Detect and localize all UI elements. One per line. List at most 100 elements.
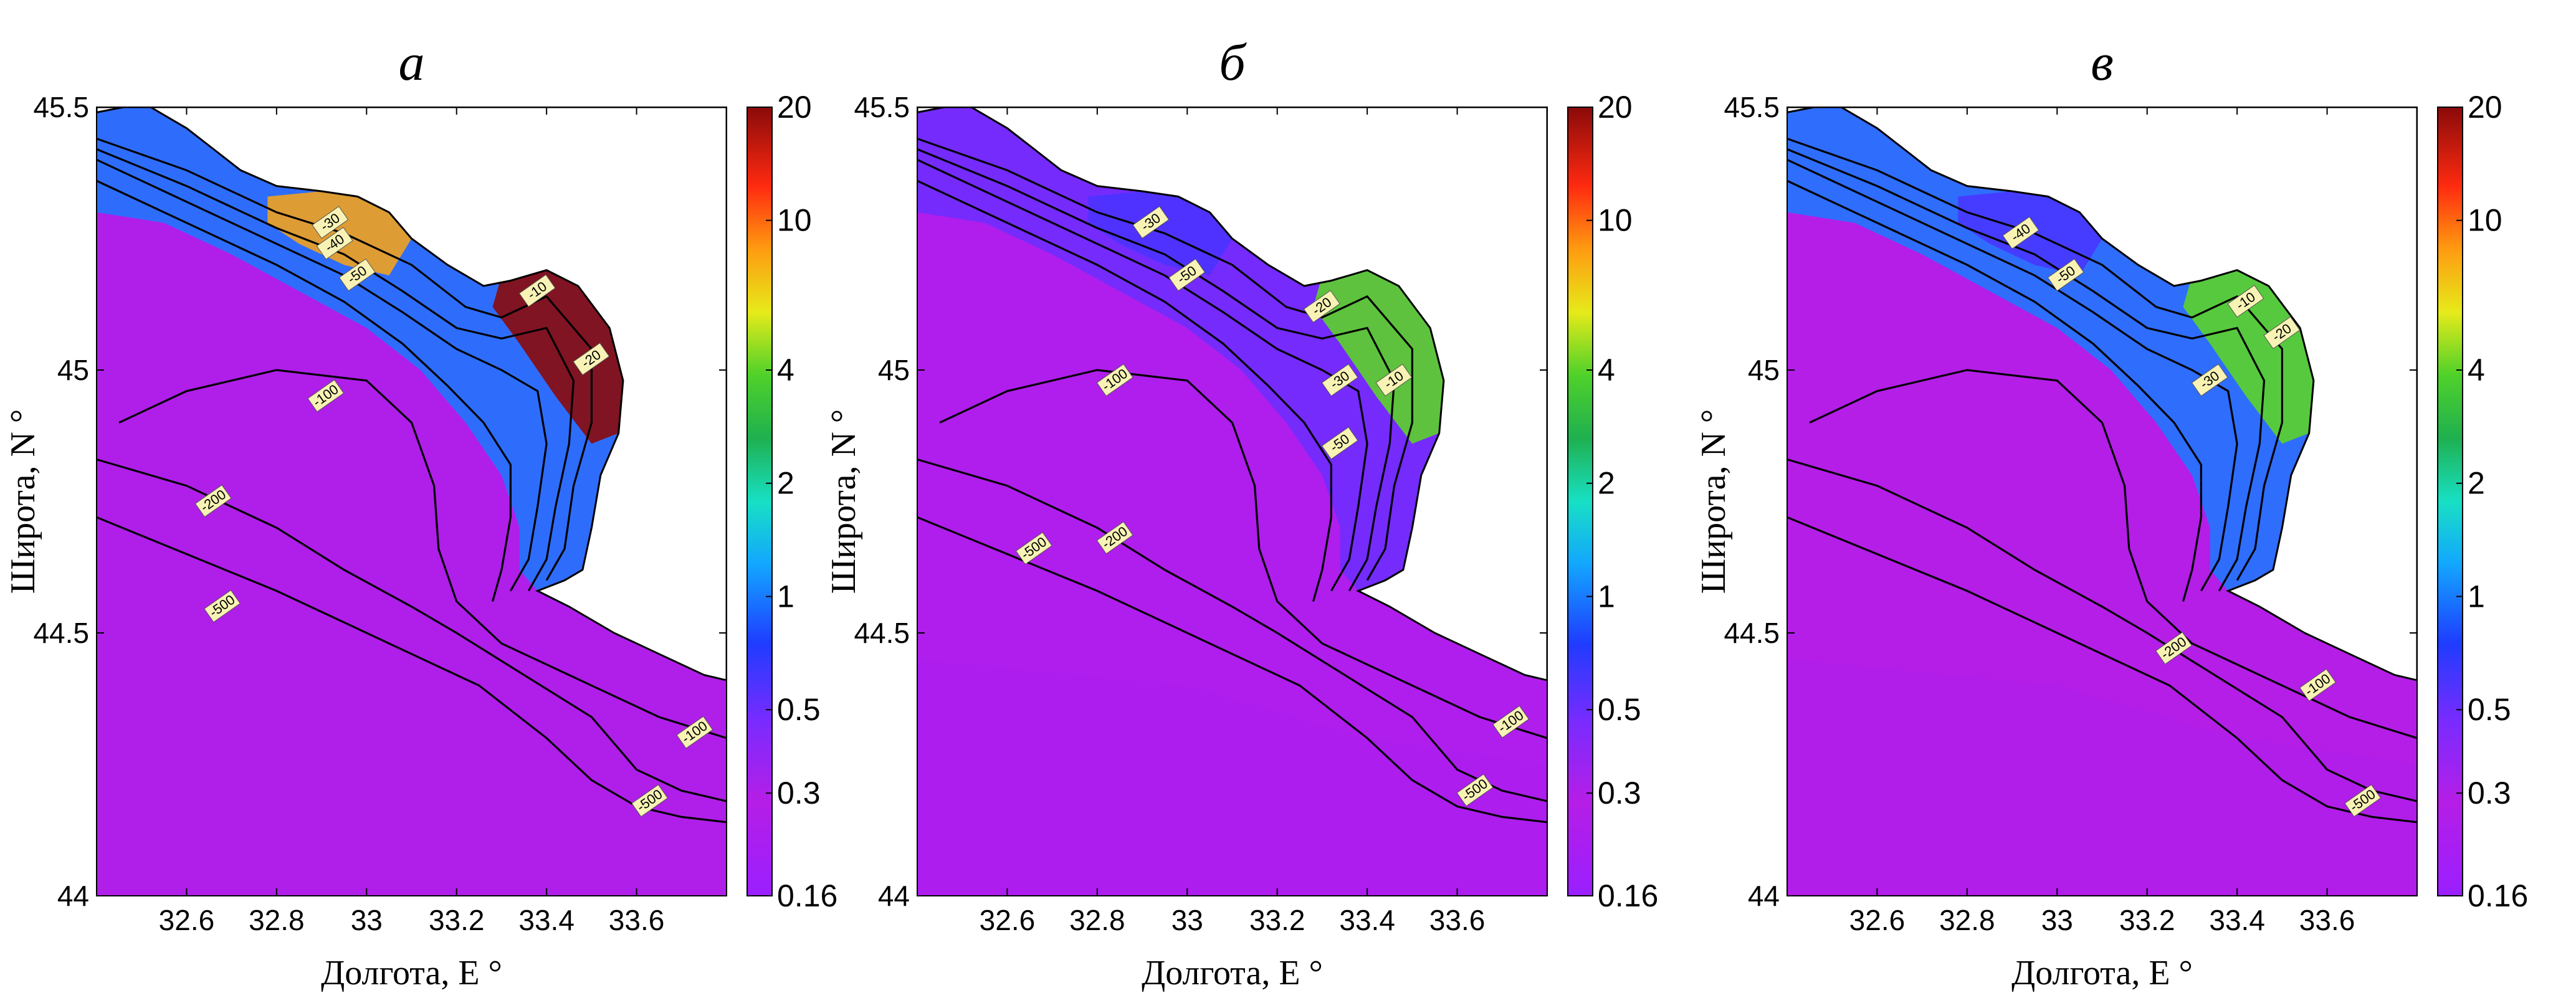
isobath-c50	[97, 179, 512, 602]
x-tick-label: 33.2	[2119, 904, 2175, 936]
shelf-patch-west	[1088, 191, 1233, 276]
contour-label-box	[307, 379, 345, 412]
colorbar-tick-label: 2	[2468, 466, 2485, 501]
contour-label-box	[2047, 259, 2084, 292]
colorbar	[2437, 107, 2463, 896]
colorbar-tick-label: 2	[1598, 466, 1615, 501]
x-tick-label: 32.8	[249, 904, 305, 936]
y-tick-label: 44.5	[33, 617, 89, 649]
shelf-patch-east	[1313, 270, 1444, 444]
isobath-c200	[97, 458, 727, 802]
x-tick-label: 33.2	[429, 904, 485, 936]
x-axis-label: Долгота, E °	[321, 954, 502, 992]
isobath-c20	[917, 148, 1396, 592]
isobath-c100	[1809, 369, 2417, 739]
colorbar-tick-label: 1	[1598, 579, 1615, 614]
colorbar-tick-label: 0.16	[777, 878, 837, 913]
contour-label-box	[1375, 363, 1413, 397]
isobath-c500	[97, 516, 727, 824]
colorbar-tick-label: 0.3	[777, 776, 821, 810]
plot-frame	[917, 107, 1548, 896]
isobath-c200	[917, 458, 1547, 802]
isobath-c10	[97, 138, 593, 581]
isobath-c50	[1787, 179, 2202, 602]
colorbar-tick-label: 20	[1598, 90, 1633, 125]
y-tick-label: 44	[57, 880, 89, 912]
y-tick-label: 45.5	[1724, 91, 1780, 123]
contour-label-box	[338, 259, 376, 292]
contour-label-box	[1303, 290, 1340, 323]
coastal-band	[97, 107, 623, 591]
contour-label-box	[1015, 531, 1052, 565]
isobath-c500	[1787, 516, 2417, 824]
x-tick-label: 33.4	[2209, 904, 2265, 936]
y-tick-label: 45	[878, 354, 910, 386]
x-tick-label: 33	[351, 904, 383, 936]
x-tick-label: 32.6	[980, 904, 1036, 936]
y-tick-label: 45.5	[33, 91, 89, 123]
x-tick-label: 33.6	[609, 904, 665, 936]
colorbar-tick-label: 0.16	[2468, 878, 2528, 913]
plot-area: -30-50-20-30 -10-50-100-500 -200-100-500	[917, 107, 1547, 896]
contour-label-box	[1168, 259, 1206, 292]
panel-3: -40-50-10-20-30-200-100-500 в 32.6 32.8 33 33…	[1694, 34, 2528, 992]
x-tick-label: 32.6	[159, 904, 215, 936]
isobath-c50	[917, 179, 1332, 602]
contour-label-box	[194, 484, 232, 518]
colorbar-tick-label: 0.3	[2468, 776, 2511, 810]
y-tick-label: 45	[57, 354, 89, 386]
contour-label-box	[2263, 316, 2301, 349]
plot-frame	[1787, 107, 2418, 896]
y-tick-label: 44.5	[854, 617, 910, 649]
colorbar	[1567, 107, 1593, 896]
colorbar-tick-label: 1	[2468, 579, 2485, 614]
y-axis-label: Широта, N °	[824, 409, 863, 594]
x-tick-label: 32.8	[1069, 904, 1125, 936]
x-tick-label: 33.6	[2299, 904, 2355, 936]
contour-label-box	[676, 716, 713, 749]
shelf-patch-east	[492, 270, 623, 444]
x-tick-label: 32.6	[1849, 904, 1906, 936]
colorbar-tick-label: 0.5	[1598, 692, 1641, 727]
x-axis-label: Долгота, E °	[1142, 954, 1323, 992]
coastal-band	[917, 107, 1444, 591]
contour-label-box	[312, 206, 349, 239]
isobath-c100	[939, 369, 1547, 739]
contour-label-box	[204, 589, 241, 623]
y-axis-label: Широта, N °	[1694, 409, 1733, 594]
plot-area: -10-20-30-40-50-100-200-500-100-500	[97, 107, 727, 896]
isobath-c20	[1787, 148, 2266, 592]
isobath-c200	[1787, 458, 2417, 802]
contour-label-box	[1321, 427, 1358, 460]
panel-title: а	[399, 34, 425, 92]
land-mask	[1787, 107, 2417, 682]
plot-frame	[96, 107, 727, 896]
contour-label: -50	[2047, 259, 2084, 292]
contour-label-box	[1492, 705, 1530, 738]
colorbar-tick-label: 2	[777, 466, 794, 501]
panel-title: б	[1219, 34, 1247, 92]
x-tick-label: 33	[2041, 904, 2073, 936]
land-mask	[917, 107, 1547, 682]
shelf-patch-east	[2183, 270, 2314, 444]
isobath-c10	[1787, 138, 2283, 581]
colorbar-tick-label: 4	[777, 353, 794, 387]
colorbar-tick-label: 20	[2468, 90, 2502, 125]
y-tick-label: 44	[1748, 880, 1780, 912]
x-axis-label: Долгота, E °	[2011, 954, 2193, 992]
contour-label-box	[1321, 363, 1358, 397]
contour-label-box	[1132, 206, 1170, 239]
x-tick-label: 33.4	[518, 904, 575, 936]
plot-area: -40-50-10-20-30-200-100-500	[1787, 107, 2417, 896]
panel-1: -10-20-30-40-50-100-200-500-100-500 а 32.6…	[4, 34, 837, 992]
x-tick-label: 33.6	[1429, 904, 1486, 936]
colorbar-tick-label: 0.5	[777, 692, 821, 727]
isobath-c500	[917, 516, 1547, 824]
y-tick-label: 44	[878, 880, 910, 912]
contour-label-box	[2299, 668, 2336, 701]
contour-label-box	[573, 343, 610, 376]
panel-title: в	[2091, 34, 2113, 92]
colorbar-tick-label: 20	[777, 90, 812, 125]
y-tick-label: 44.5	[1724, 617, 1780, 649]
